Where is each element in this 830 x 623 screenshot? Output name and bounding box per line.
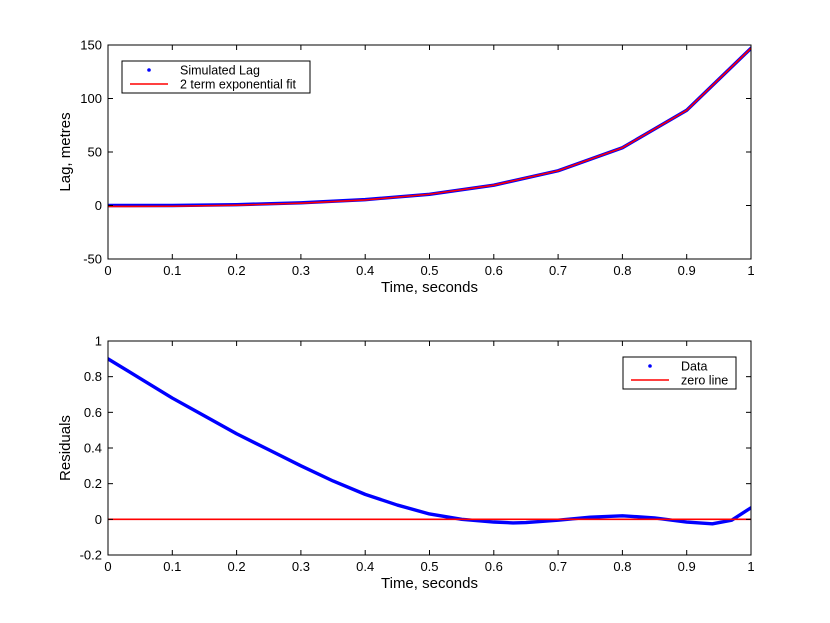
x-tick-label: 0.1 — [163, 263, 181, 278]
legend-marker-dot — [648, 364, 652, 368]
legend-label: Simulated Lag — [180, 64, 260, 78]
legend-label: 2 term exponential fit — [180, 78, 297, 92]
x-tick-label: 1 — [747, 559, 754, 574]
x-tick-label: 0.2 — [228, 559, 246, 574]
legend-box — [622, 356, 737, 390]
legend-box — [121, 60, 311, 94]
y-tick-label: 0.2 — [84, 476, 102, 491]
y-axis-label: Residuals — [57, 415, 74, 481]
series-group — [108, 46, 751, 208]
y-tick-label: 0.8 — [84, 369, 102, 384]
y-tick-label: 0.6 — [84, 405, 102, 420]
x-tick-label: 0.5 — [420, 263, 438, 278]
x-tick-label: 0.3 — [292, 263, 310, 278]
x-tick-label: 0.8 — [613, 263, 631, 278]
x-tick-label: 0 — [104, 559, 111, 574]
x-tick-label: 0.4 — [356, 263, 374, 278]
x-tick-label: 0.4 — [356, 559, 374, 574]
legend-label: zero line — [681, 374, 728, 388]
x-tick-label: 0.9 — [678, 559, 696, 574]
y-tick-label: 0 — [95, 198, 102, 213]
y-tick-label: 0.4 — [84, 441, 102, 456]
y-tick-label: 50 — [88, 145, 102, 160]
x-tick-label: 1 — [747, 263, 754, 278]
subplot-1: 0 0.1 0.2 0.3 0.4 0.5 0.6 0.7 0.8 0.9 1-5005010015… — [57, 38, 755, 297]
y-tick-label: -0.2 — [80, 548, 102, 563]
x-axis-label: Time, seconds — [381, 575, 478, 592]
y-axis-label: Lag, metres — [57, 112, 74, 191]
y-tick-label: -50 — [83, 252, 102, 267]
x-tick-label: 0.3 — [292, 559, 310, 574]
y-tick-label: 0 — [95, 512, 102, 527]
y-tick-label: 100 — [80, 91, 102, 106]
series-group — [108, 357, 751, 526]
x-tick-label: 0.9 — [678, 263, 696, 278]
subplot-2: 0 0.1 0.2 0.3 0.4 0.5 0.6 0.7 0.8 0.9 1-0.200.20.4… — [57, 334, 755, 593]
x-tick-label: 0 — [104, 263, 111, 278]
x-tick-label: 0.7 — [549, 263, 567, 278]
x-tick-label: 0.6 — [485, 559, 503, 574]
y-tick-label: 150 — [80, 38, 102, 53]
x-tick-label: 0.2 — [228, 263, 246, 278]
x-tick-label: 0.7 — [549, 559, 567, 574]
legend-label: Data — [681, 360, 707, 374]
x-tick-label: 0.1 — [163, 559, 181, 574]
x-axis-label: Time, seconds — [381, 279, 478, 296]
x-tick-label: 0.8 — [613, 559, 631, 574]
series-2-term-exponential-fit-line — [108, 47, 751, 208]
y-tick-label: 1 — [95, 334, 102, 349]
x-tick-label: 0.6 — [485, 263, 503, 278]
x-tick-label: 0.5 — [420, 559, 438, 574]
legend-marker-dot — [147, 68, 151, 72]
